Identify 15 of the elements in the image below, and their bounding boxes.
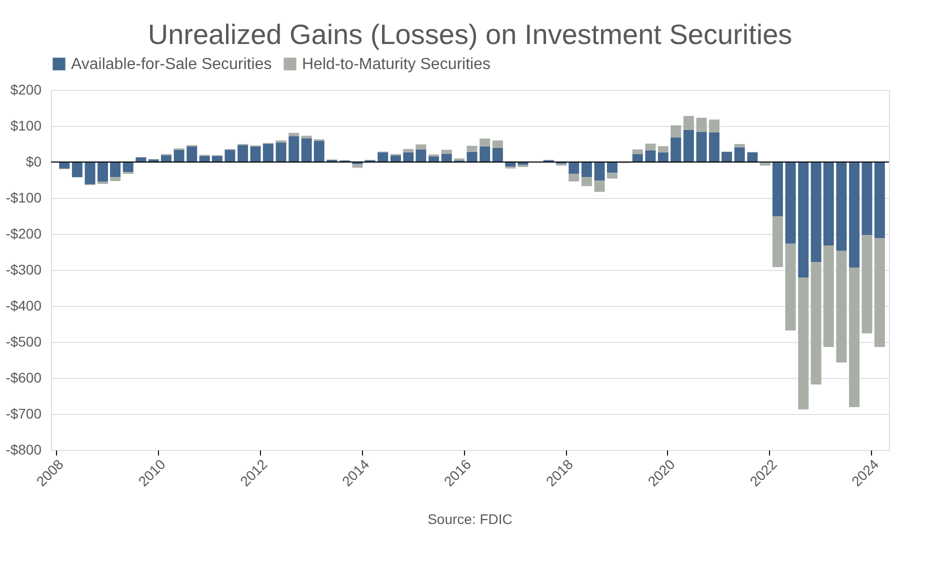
y-tick-label: -$400: [6, 298, 42, 314]
y-tick-label: -$100: [6, 190, 42, 206]
y-tick-label: -$600: [6, 370, 42, 386]
legend-label: Available-for-Sale Securities: [71, 56, 272, 73]
y-tick-label: -$200: [6, 226, 42, 242]
source-note: Source: FDIC: [428, 511, 512, 527]
y-tick-label: $100: [10, 118, 42, 134]
chart-title: Unrealized Gains (Losses) on Investment Securities: [148, 19, 792, 50]
y-tick-label: -$700: [6, 406, 42, 422]
legend-label: Held-to-Maturity Securities: [302, 56, 490, 73]
y-tick-label: $200: [10, 82, 42, 98]
y-tick-label: -$500: [6, 334, 42, 350]
y-tick-label: -$300: [6, 262, 42, 278]
y-tick-label: $0: [26, 154, 42, 170]
y-tick-label: -$800: [6, 442, 42, 458]
